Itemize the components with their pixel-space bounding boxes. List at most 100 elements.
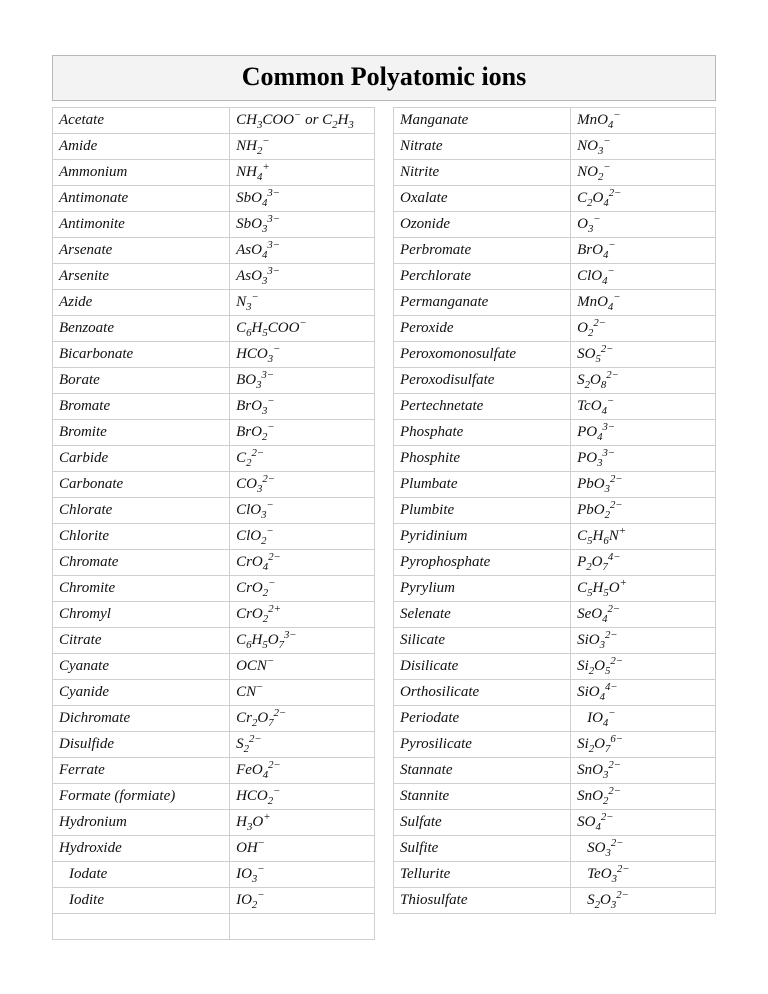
ion-name: Pertechnetate	[394, 394, 571, 420]
table-row: PhosphitePO33−	[394, 446, 716, 472]
table-row: FerrateFeO42−	[53, 758, 375, 784]
ion-formula: SiO32−	[571, 628, 716, 654]
ion-formula: MnO4−	[571, 108, 716, 134]
ion-name: Selenate	[394, 602, 571, 628]
ion-formula: NH4+	[230, 160, 375, 186]
ion-name: Pyrylium	[394, 576, 571, 602]
ion-name: Hydronium	[53, 810, 230, 836]
ion-name: Arsenate	[53, 238, 230, 264]
table-row: CarbonateCO32−	[53, 472, 375, 498]
table-row: PerbromateBrO4−	[394, 238, 716, 264]
ion-formula: C22−	[230, 446, 375, 472]
table-row: BorateBO33−	[53, 368, 375, 394]
ion-name: Iodite	[53, 888, 230, 914]
table-row: NitriteNO2−	[394, 160, 716, 186]
ion-name: Borate	[53, 368, 230, 394]
columns-wrap: AcetateCH3COO− or C2H3AmideNH2−AmmoniumN…	[52, 107, 716, 940]
table-row: BenzoateC6H5COO−	[53, 316, 375, 342]
ion-formula: AsO33−	[230, 264, 375, 290]
ion-name: Antimonate	[53, 186, 230, 212]
table-row: PyrophosphateP2O74−	[394, 550, 716, 576]
ion-name: Cyanate	[53, 654, 230, 680]
ion-name: Sulfite	[394, 836, 571, 862]
table-row: OxalateC2O42−	[394, 186, 716, 212]
ion-name: Hydroxide	[53, 836, 230, 862]
ion-formula: S2O32−	[571, 888, 716, 914]
ion-formula: IO3−	[230, 862, 375, 888]
ion-formula: BrO2−	[230, 420, 375, 446]
ion-name: Ferrate	[53, 758, 230, 784]
table-row: IodateIO3−	[53, 862, 375, 888]
ion-name: Citrate	[53, 628, 230, 654]
table-row: PyryliumC5H5O+	[394, 576, 716, 602]
ion-formula: CrO22+	[230, 602, 375, 628]
ions-table-right: ManganateMnO4−NitrateNO3−NitriteNO2−Oxal…	[393, 107, 716, 914]
ion-formula: PbO32−	[571, 472, 716, 498]
table-row: Formate (formiate)HCO2−	[53, 784, 375, 810]
ion-formula: IO4−	[571, 706, 716, 732]
table-row: PeriodateIO4−	[394, 706, 716, 732]
ion-formula: BO33−	[230, 368, 375, 394]
left-column: AcetateCH3COO− or C2H3AmideNH2−AmmoniumN…	[52, 107, 375, 940]
table-row: AmideNH2−	[53, 134, 375, 160]
ion-formula: PO33−	[571, 446, 716, 472]
ion-formula: OH−	[230, 836, 375, 862]
ion-formula: SnO22−	[571, 784, 716, 810]
ion-name: Disilicate	[394, 654, 571, 680]
ion-name: Carbonate	[53, 472, 230, 498]
ion-formula: SO52−	[571, 342, 716, 368]
ion-formula: S2O82−	[571, 368, 716, 394]
ion-name: Peroxide	[394, 316, 571, 342]
ion-name: Dichromate	[53, 706, 230, 732]
ion-formula: CH3COO− or C2H3	[230, 108, 375, 134]
ion-formula	[230, 914, 375, 940]
ion-name: Phosphite	[394, 446, 571, 472]
table-row: ArsenateAsO43−	[53, 238, 375, 264]
table-row: OzonideO3−	[394, 212, 716, 238]
ion-name: Arsenite	[53, 264, 230, 290]
ion-name: Periodate	[394, 706, 571, 732]
ion-formula: C6H5COO−	[230, 316, 375, 342]
ion-formula: SO32−	[571, 836, 716, 862]
ion-name: Thiosulfate	[394, 888, 571, 914]
table-row: PyridiniumC5H6N+	[394, 524, 716, 550]
ion-name: Acetate	[53, 108, 230, 134]
ion-formula: P2O74−	[571, 550, 716, 576]
ion-name	[53, 914, 230, 940]
ion-name: Azide	[53, 290, 230, 316]
ion-formula: Si2O52−	[571, 654, 716, 680]
table-row: TelluriteTeO32−	[394, 862, 716, 888]
table-row: PerchlorateClO4−	[394, 264, 716, 290]
ion-formula: SiO44−	[571, 680, 716, 706]
table-row: HydroniumH3O+	[53, 810, 375, 836]
ion-name: Formate (formiate)	[53, 784, 230, 810]
table-row: BromateBrO3−	[53, 394, 375, 420]
ions-table-left: AcetateCH3COO− or C2H3AmideNH2−AmmoniumN…	[52, 107, 375, 940]
ion-name: Bromite	[53, 420, 230, 446]
ion-name: Chlorate	[53, 498, 230, 524]
ion-name: Perchlorate	[394, 264, 571, 290]
table-row: AntimoniteSbO33−	[53, 212, 375, 238]
ion-name: Antimonite	[53, 212, 230, 238]
ion-name: Pyrophosphate	[394, 550, 571, 576]
ion-name: Pyridinium	[394, 524, 571, 550]
table-row: PyrosilicateSi2O76−	[394, 732, 716, 758]
ion-formula: MnO4−	[571, 290, 716, 316]
table-row: AmmoniumNH4+	[53, 160, 375, 186]
ion-formula: FeO42−	[230, 758, 375, 784]
table-row: SelenateSeO42−	[394, 602, 716, 628]
ion-formula: SeO42−	[571, 602, 716, 628]
ion-name: Carbide	[53, 446, 230, 472]
ion-formula: HCO3−	[230, 342, 375, 368]
table-row: PhosphatePO43−	[394, 420, 716, 446]
page-title: Common Polyatomic ions	[52, 55, 716, 101]
ion-formula: S22−	[230, 732, 375, 758]
table-row: BromiteBrO2−	[53, 420, 375, 446]
ion-name: Nitrite	[394, 160, 571, 186]
ion-formula: IO2−	[230, 888, 375, 914]
table-row: ManganateMnO4−	[394, 108, 716, 134]
ion-name: Peroxomonosulfate	[394, 342, 571, 368]
table-row: CarbideC22−	[53, 446, 375, 472]
ion-formula: CO32−	[230, 472, 375, 498]
ion-name: Phosphate	[394, 420, 571, 446]
